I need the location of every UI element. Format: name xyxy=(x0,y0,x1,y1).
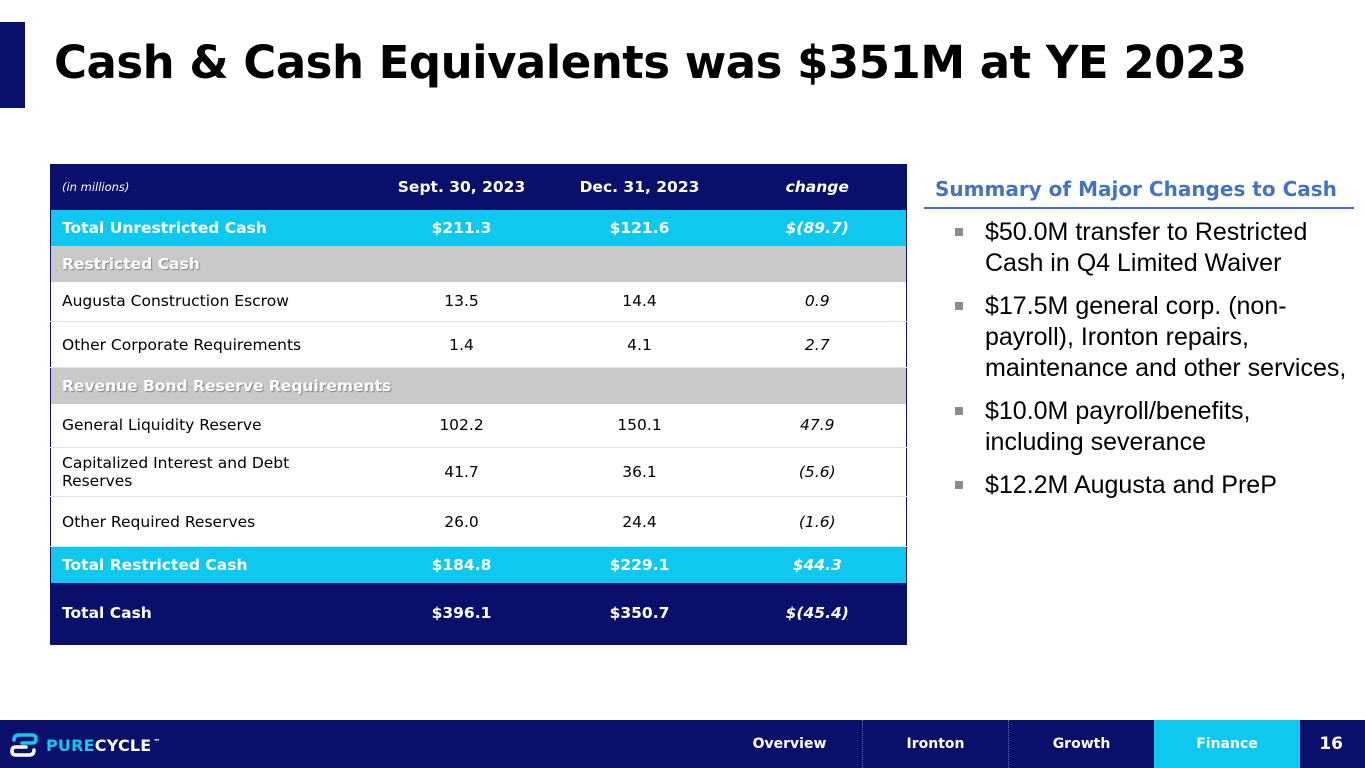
company-logo: PURECYCLE ™ xyxy=(10,732,161,758)
value-change: $(89.7) xyxy=(785,218,849,237)
summary-bullet: $50.0M transfer to Restricted Cash in Q4… xyxy=(953,217,1353,279)
value-dec: 24.4 xyxy=(550,496,729,547)
footer-bar: PURECYCLE ™ Overview Ironton Growth Finan… xyxy=(0,720,1365,768)
bullet-text: $10.0M payroll/benefits, including sever… xyxy=(985,397,1251,456)
bullet-text: $50.0M transfer to Restricted Cash in Q4… xyxy=(985,218,1308,277)
value-dec: 150.1 xyxy=(550,403,729,448)
table-row: Other Required Reserves 26.0 24.4 (1.6) xyxy=(50,496,907,547)
revenue-bond-section-header: Revenue Bond Reserve Requirements xyxy=(50,367,907,404)
row-label: Capitalized Interest and Debt Reserves xyxy=(50,447,373,497)
row-label: Other Required Reserves xyxy=(50,496,373,547)
section-label: Revenue Bond Reserve Requirements xyxy=(62,376,392,395)
table-row: Augusta Construction Escrow 13.5 14.4 0.… xyxy=(50,281,907,322)
value-change: 0.9 xyxy=(728,281,907,322)
square-bullet-icon xyxy=(955,407,963,415)
value-sept: 102.2 xyxy=(372,403,551,448)
square-bullet-icon xyxy=(955,302,963,310)
value-change: $(45.4) xyxy=(785,604,849,623)
total-cash-row: Total Cash $396.1 $350.7 $(45.4) xyxy=(50,582,907,645)
value-sept: $396.1 xyxy=(431,604,492,623)
table-header-row: (in millions) Sept. 30, 2023 Dec. 31, 20… xyxy=(50,164,907,210)
title-accent-bar xyxy=(0,22,25,108)
row-label: Total Cash xyxy=(62,604,152,623)
value-sept: 1.4 xyxy=(372,321,551,368)
value-sept: 13.5 xyxy=(372,281,551,322)
page-title: Cash & Cash Equivalents was $351M at YE … xyxy=(54,36,1247,89)
tab-growth[interactable]: Growth xyxy=(1009,720,1155,768)
value-change: $44.3 xyxy=(792,555,842,574)
value-change: (5.6) xyxy=(728,447,907,497)
logo-wordmark: PURECYCLE ™ xyxy=(46,735,161,755)
cash-table: (in millions) Sept. 30, 2023 Dec. 31, 20… xyxy=(50,164,907,645)
section-label: Restricted Cash xyxy=(62,254,200,273)
total-restricted-row: Total Restricted Cash $184.8 $229.1 $44.… xyxy=(50,546,907,583)
summary-bullet-list: $50.0M transfer to Restricted Cash in Q4… xyxy=(953,217,1353,513)
summary-bullet: $17.5M general corp. (non-payroll), Iron… xyxy=(953,291,1353,384)
page-number: 16 xyxy=(1319,734,1343,754)
bullet-text: $12.2M Augusta and PreP xyxy=(985,471,1277,499)
value-change: 2.7 xyxy=(728,321,907,368)
row-label: Other Corporate Requirements xyxy=(50,321,373,368)
row-label: General Liquidity Reserve xyxy=(50,403,373,448)
summary-title: Summary of Major Changes to Cash xyxy=(935,177,1337,201)
square-bullet-icon xyxy=(955,228,963,236)
square-bullet-icon xyxy=(955,481,963,489)
row-label: Total Unrestricted Cash xyxy=(62,218,267,237)
summary-bullet: $12.2M Augusta and PreP xyxy=(953,470,1353,501)
value-dec: $350.7 xyxy=(609,604,670,623)
tab-ironton[interactable]: Ironton xyxy=(863,720,1009,768)
bullet-text: $17.5M general corp. (non-payroll), Iron… xyxy=(985,292,1347,382)
purecycle-logo-icon xyxy=(10,733,38,757)
tab-overview[interactable]: Overview xyxy=(717,720,863,768)
value-dec: 36.1 xyxy=(550,447,729,497)
table-row: General Liquidity Reserve 102.2 150.1 47… xyxy=(50,403,907,448)
total-unrestricted-row: Total Unrestricted Cash $211.3 $121.6 $(… xyxy=(50,209,907,246)
units-label: (in millions) xyxy=(62,180,130,195)
value-change: 47.9 xyxy=(728,403,907,448)
value-sept: $211.3 xyxy=(431,218,492,237)
value-dec: 4.1 xyxy=(550,321,729,368)
value-sept: 41.7 xyxy=(372,447,551,497)
restricted-section-header: Restricted Cash xyxy=(50,245,907,282)
column-header-change: change xyxy=(785,178,849,197)
column-header-sept: Sept. 30, 2023 xyxy=(397,178,526,197)
table-row: Other Corporate Requirements 1.4 4.1 2.7 xyxy=(50,321,907,368)
column-header-dec: Dec. 31, 2023 xyxy=(579,178,700,197)
value-dec: $229.1 xyxy=(609,555,670,574)
value-sept: 26.0 xyxy=(372,496,551,547)
row-label: Total Restricted Cash xyxy=(62,555,248,574)
table-row: Capitalized Interest and Debt Reserves 4… xyxy=(50,447,907,497)
summary-divider xyxy=(924,207,1354,209)
value-dec: 14.4 xyxy=(550,281,729,322)
summary-bullet: $10.0M payroll/benefits, including sever… xyxy=(953,396,1353,458)
value-change: (1.6) xyxy=(728,496,907,547)
value-dec: $121.6 xyxy=(609,218,670,237)
value-sept: $184.8 xyxy=(431,555,492,574)
tab-finance[interactable]: Finance xyxy=(1154,720,1300,768)
row-label: Augusta Construction Escrow xyxy=(50,281,373,322)
